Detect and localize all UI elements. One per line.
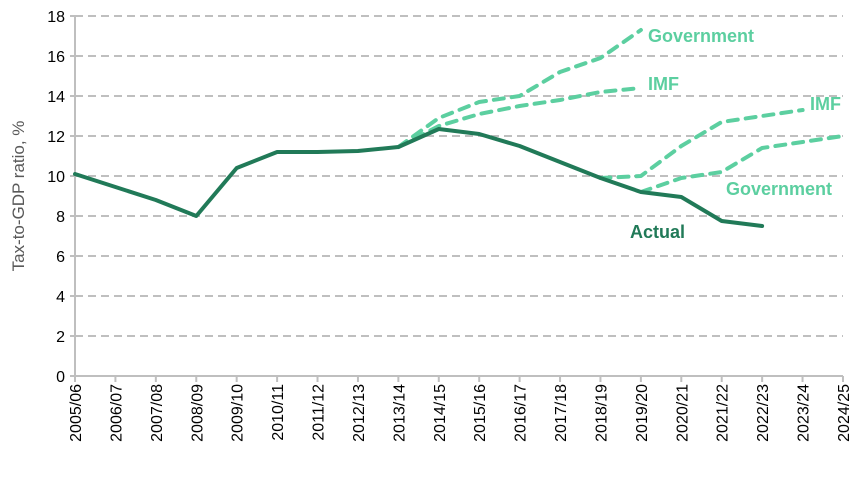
y-axis-title: Tax-to-GDP ratio, %: [9, 121, 28, 272]
series-line-4: [638, 134, 845, 194]
x-tick-label: 2016/17: [513, 384, 530, 442]
series-line-3: [598, 108, 805, 180]
x-tick-label: 2015/16: [472, 384, 489, 442]
series-label: IMF: [810, 94, 841, 114]
y-tick-label: 6: [56, 249, 65, 266]
x-tick-label: 2005/06: [68, 384, 85, 442]
x-tick-label: 2013/14: [391, 384, 408, 442]
y-tick-label: 10: [47, 169, 65, 186]
x-tick-label: 2024/25: [836, 384, 853, 442]
labels: Actual Government IMF IMF Government: [630, 26, 841, 242]
series-label: Government: [726, 179, 832, 199]
gridlines: [75, 15, 843, 337]
y-tick-label: 12: [47, 129, 65, 146]
x-tick-label: 2014/15: [432, 384, 449, 442]
x-tick-label: 2010/11: [270, 384, 287, 441]
y-tick-label: 0: [56, 369, 65, 386]
x-tick-label: 2017/18: [553, 384, 570, 442]
x-tick-label: 2006/07: [108, 384, 125, 442]
x-tick-label: 2012/13: [351, 384, 368, 442]
series-label: IMF: [648, 74, 679, 94]
series-label: Actual: [630, 222, 685, 242]
x-tick-label: 2023/24: [796, 384, 813, 442]
x-tick-label: 2009/10: [230, 384, 247, 442]
y-tick-label: 2: [56, 329, 65, 346]
x-tick-label: 2022/23: [755, 384, 772, 442]
y-tick-label: 18: [47, 9, 65, 26]
axes: 0 2 4 6 8 10 12 14 16 18 2005/06 2006/07 2007/08 2008…: [9, 9, 853, 442]
x-tick-label: 2020/21: [674, 384, 691, 442]
y-tick-label: 16: [47, 49, 65, 66]
series-label: Government: [648, 26, 754, 46]
x-tick-label: 2007/08: [149, 384, 166, 442]
series-line-0: [73, 127, 765, 228]
x-tick-label: 2011/12: [311, 384, 328, 441]
series-lines: [73, 28, 845, 228]
x-tick-label: 2018/19: [593, 384, 610, 442]
y-tick-label: 8: [56, 209, 65, 226]
x-tick-label: 2021/22: [715, 384, 732, 442]
x-tick-label: 2019/20: [634, 384, 651, 442]
y-tick-label: 14: [47, 89, 65, 106]
x-tick-label: 2008/09: [189, 384, 206, 442]
y-tick-label: 4: [56, 289, 65, 306]
